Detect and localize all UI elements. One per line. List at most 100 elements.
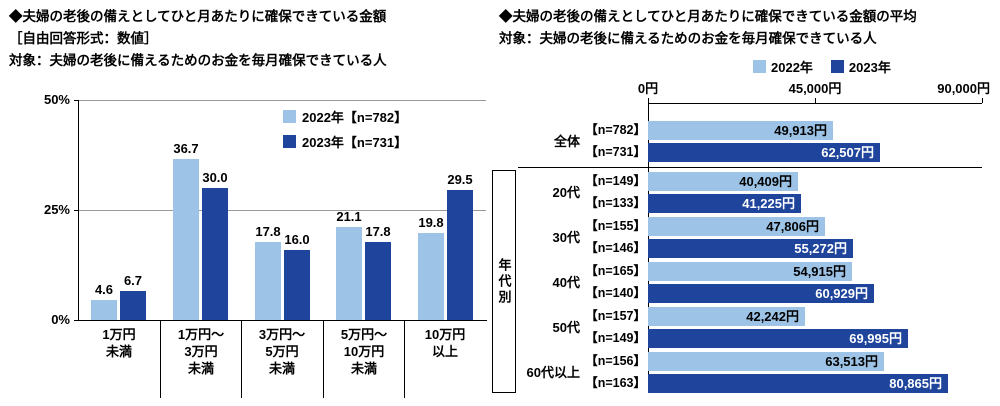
hbar-row4-y2022 (648, 307, 805, 326)
row-n-label: 【n=133】 (585, 196, 646, 210)
row-n-label: 【n=157】 (585, 309, 646, 323)
x-axis-tick (648, 98, 649, 103)
x-category-label: 10万円以上 (404, 326, 486, 360)
bar-y2022-cat3 (336, 227, 362, 320)
x-category-label-line: 3万円～ (258, 327, 306, 342)
legend-item: 2022年 (753, 57, 813, 76)
x-axis-tick-label: 90,000円 (937, 81, 990, 96)
legend-label: 2023年【n=731】 (302, 135, 408, 150)
bar-y2023-cat4 (447, 190, 473, 320)
bar-y2022-cat2 (255, 242, 281, 320)
left-chart-title: ◆夫婦の老後の備えとしてひと月あたりに確保できている金額 (9, 9, 387, 24)
y-axis-tick (74, 320, 78, 321)
top-axis-line (648, 103, 982, 104)
hbar-value-label: 63,513円 (825, 354, 878, 369)
bar-y2022-cat0 (91, 300, 117, 320)
hbar-value-label: 49,913円 (774, 123, 827, 138)
row-n-label: 【n=140】 (585, 286, 646, 300)
hbar-row1-y2023 (648, 194, 801, 213)
x-category-label: 5万円～ 10万円未満 (323, 326, 405, 377)
age-group-label: 年代別 (496, 257, 512, 306)
row-n-label: 【n=149】 (585, 331, 646, 345)
row-n-label: 【n=146】 (585, 241, 646, 255)
hbar-row2-y2022 (648, 217, 825, 236)
x-category-label: 1万円 未満 (78, 326, 160, 360)
bar-y2022-cat4 (418, 233, 444, 320)
left-chart-header: ◆夫婦の老後の備えとしてひと月あたりに確保できている金額 ［自由回答形式：数値］… (0, 0, 490, 72)
age-group-box: 年代別 (492, 170, 516, 393)
hbar-value-label: 47,806円 (766, 219, 819, 234)
hbar-row0-y2022 (648, 121, 833, 140)
overall-separator-line (518, 167, 982, 168)
category-tick-line (323, 320, 324, 398)
average-amount-hbar-chart-panel: ◆夫婦の老後の備えとしてひと月あたりに確保できている金額の平均 対象：夫婦の老後… (490, 0, 1000, 406)
left-chart-target: 対象：夫婦の老後に備えるためのお金を毎月確保できている人 (9, 53, 387, 68)
bar-value-label: 16.0 (284, 232, 310, 247)
x-axis-tick-label: 0円 (637, 81, 659, 96)
y-axis-tick (74, 100, 78, 101)
x-category-label-line: 以上 (431, 344, 458, 359)
hbar-value-label: 69,995円 (849, 331, 902, 346)
left-chart-plot: 50% 25% 0% 4.6 36.7 17.8 21.1 19.8 6.7 30.0 16.0 17… (0, 0, 490, 406)
y-axis-tick-label: 25% (43, 202, 70, 217)
gridline (78, 100, 486, 101)
x-axis-tick (815, 98, 816, 103)
legend-item: 2022年【n=782】 (283, 104, 407, 129)
x-category-label-line: 未満 (350, 361, 377, 376)
legend-label: 2023年 (848, 60, 891, 75)
y-axis-tick-label: 50% (43, 92, 70, 107)
right-chart-legend: 2022年 2023年 (753, 57, 891, 76)
right-chart-header: ◆夫婦の老後の備えとしてひと月あたりに確保できている金額の平均 対象：夫婦の老後… (490, 0, 1000, 50)
row-category-label-2: 30代 (552, 230, 580, 245)
bar-value-label: 19.8 (418, 215, 444, 230)
hbar-value-label: 40,409円 (739, 174, 792, 189)
category-tick-line (404, 320, 405, 398)
x-category-label-line: 3万円 (184, 344, 218, 359)
hbar-value-label: 62,507円 (821, 145, 874, 160)
bar-value-label: 4.6 (94, 282, 114, 297)
row-n-label: 【n=782】 (585, 123, 646, 137)
row-category-label-4: 50代 (552, 320, 580, 335)
legend-item: 2023年 (830, 57, 891, 76)
bar-y2023-cat1 (202, 188, 228, 320)
row-n-label: 【n=163】 (585, 376, 646, 390)
bar-value-label: 21.1 (336, 209, 362, 224)
bar-y2023-cat3 (365, 242, 391, 320)
hbar-row5-y2023 (648, 374, 948, 393)
x-category-label-line: 5万円 (265, 344, 299, 359)
hbar-row1-y2022 (648, 172, 798, 191)
legend-swatch-y2022 (283, 110, 296, 123)
hbar-row3-y2023 (648, 284, 874, 303)
x-axis-tick-label: 45,000円 (788, 81, 842, 96)
left-chart-subtitle: ［自由回答形式：数値］ (9, 31, 158, 46)
x-category-label: 1万円～ 3万円 未満 (160, 326, 242, 377)
left-chart-legend: 2022年【n=782】 2023年【n=731】 (283, 104, 407, 154)
bar-value-label: 36.7 (173, 141, 199, 156)
row-category-label-1: 20代 (552, 185, 580, 200)
x-category-label-line: 5万円～ (340, 327, 388, 342)
legend-label: 2022年 (771, 60, 813, 75)
x-category-label-line: 10万円 (424, 327, 466, 342)
x-category-label: 3万円～ 5万円未満 (241, 326, 323, 377)
x-category-label-line: 未満 (105, 344, 132, 359)
bar-y2023-cat0 (120, 291, 146, 320)
bar-value-label: 17.8 (255, 224, 281, 239)
x-axis-line (78, 320, 487, 321)
hbar-row2-y2023 (648, 239, 853, 258)
hbar-row3-y2022 (648, 262, 852, 281)
bar-value-label: 6.7 (123, 273, 143, 288)
x-category-label-line: 未満 (268, 361, 295, 376)
legend-swatch-y2023 (830, 60, 844, 73)
bar-y2022-cat1 (173, 159, 199, 320)
row-n-label: 【n=156】 (585, 354, 646, 368)
right-chart-title: ◆夫婦の老後の備えとしてひと月あたりに確保できている金額の平均 (499, 9, 917, 24)
row-n-label: 【n=731】 (585, 145, 646, 159)
legend-item: 2023年【n=731】 (283, 129, 407, 154)
row-category-label-5: 60代以上 (526, 365, 580, 380)
hbar-value-label: 55,272円 (794, 241, 847, 256)
legend-swatch-y2023 (283, 135, 296, 148)
hbar-value-label: 60,929円 (815, 286, 868, 301)
y-axis-tick (74, 210, 78, 211)
x-category-label-line: 10万円 (343, 344, 385, 359)
